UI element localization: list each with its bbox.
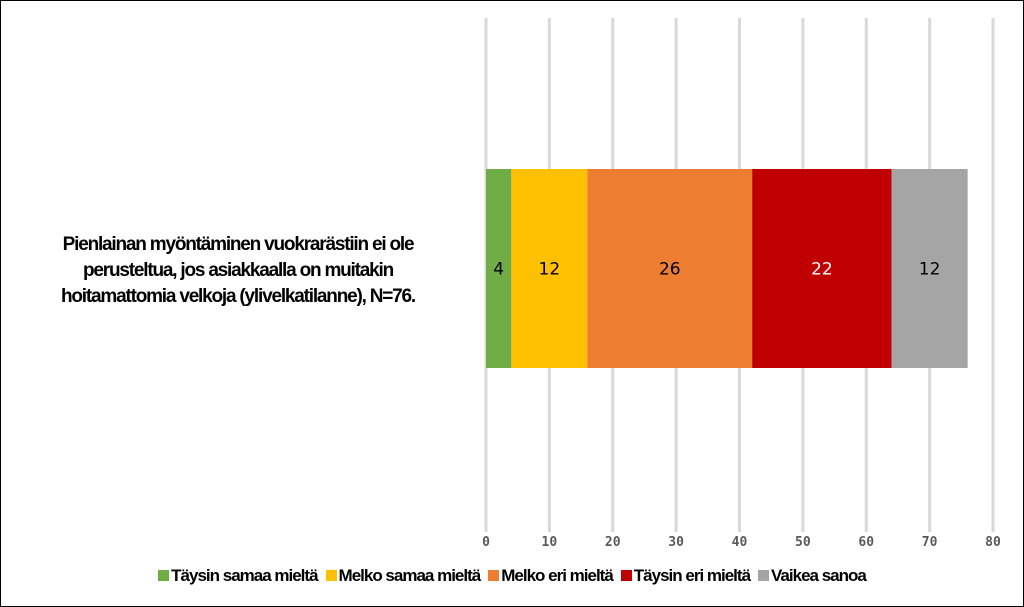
x-tick-label: 0 (482, 535, 490, 550)
x-tick-label: 70 (922, 535, 938, 550)
category-label-line-2: perusteltua, jos asiakkaalla on muitakin (83, 260, 394, 281)
data-labels: 4 12 26 22 12 (493, 260, 940, 280)
bar-segment (486, 169, 512, 368)
legend-label: Vaikea sanoa (771, 566, 867, 585)
data-label: 12 (539, 260, 561, 280)
x-tick-label: 80 (985, 535, 1001, 550)
legend-label: Täysin eri mieltä (633, 566, 751, 585)
legend-item: Täysin samaa mieltä (158, 566, 319, 586)
x-tick-label: 10 (542, 535, 558, 550)
x-tick-label: 30 (668, 535, 684, 550)
data-label: 12 (919, 260, 941, 280)
data-label: 26 (659, 260, 681, 280)
legend-swatch (158, 570, 170, 581)
data-label: 22 (811, 260, 833, 280)
bar-segment (587, 169, 753, 368)
bar-segment (891, 169, 968, 368)
legend-swatch (325, 570, 337, 581)
legend-label: Melko eri mieltä (501, 566, 614, 585)
bar-segments (486, 169, 968, 368)
bar-segment (752, 169, 892, 368)
legend-label: Melko samaa mieltä (338, 566, 482, 585)
x-tick-label: 50 (795, 535, 811, 550)
category-label-line-1: Pienlainan myöntäminen vuokrarästiin ei … (62, 234, 415, 255)
category-label: Pienlainan myöntäminen vuokrarästiin ei … (8, 232, 468, 310)
legend-item: Melko eri mieltä (488, 566, 614, 586)
category-label-line-3: hoitamattomia velkoja (ylivelkatilanne),… (61, 286, 416, 307)
bar-segment (511, 169, 588, 368)
legend-item: Melko samaa mieltä (325, 566, 482, 586)
legend-label: Täysin samaa mieltä (171, 566, 318, 585)
x-tick-label: 40 (732, 535, 748, 550)
legend-item: Täysin eri mieltä (620, 566, 751, 586)
x-tick-label: 20 (605, 535, 621, 550)
legend: Täysin samaa mieltä Melko samaa mieltä Mel… (0, 566, 1024, 586)
legend-swatch (620, 570, 632, 581)
x-axis-tick-labels: 0 10 20 30 40 50 60 70 80 (482, 535, 1001, 550)
x-tick-label: 60 (858, 535, 874, 550)
data-label: 4 (493, 260, 504, 280)
legend-swatch (488, 570, 500, 581)
legend-item: Vaikea sanoa (758, 566, 867, 586)
legend-swatch (758, 570, 770, 581)
